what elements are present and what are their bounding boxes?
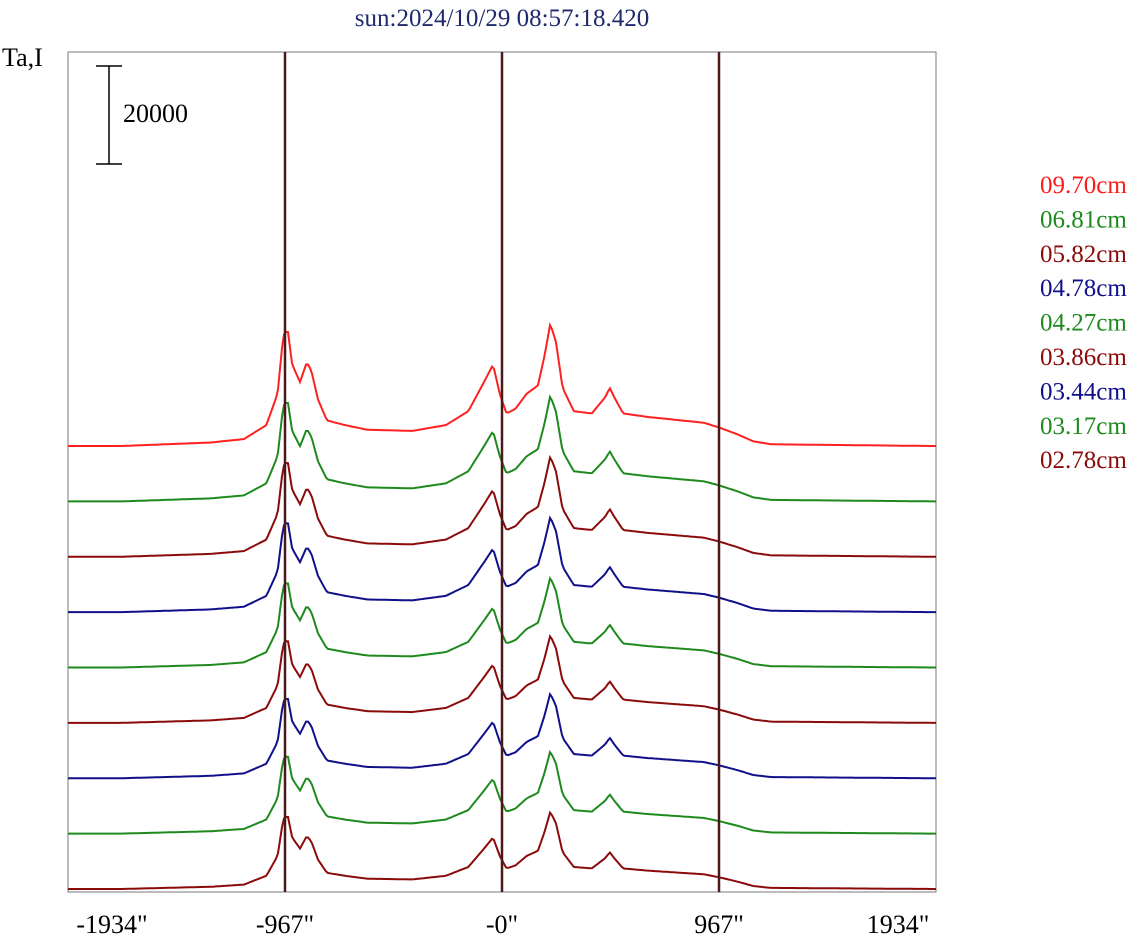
legend-item-03.86cm: 03.86cm bbox=[1040, 344, 1127, 371]
x-tick-label: 967" bbox=[694, 910, 744, 939]
chart-title: sun:2024/10/29 08:57:18.420 bbox=[355, 5, 649, 32]
scale-bar: 20000 bbox=[96, 65, 188, 165]
legend-item-05.82cm: 05.82cm bbox=[1040, 241, 1127, 268]
x-tick-labels: -1934" -967" -0" 967" 1934" bbox=[76, 910, 929, 939]
reference-lines bbox=[283, 52, 721, 892]
legend-item-04.78cm: 04.78cm bbox=[1040, 275, 1127, 302]
legend: 09.70cm 06.81cm 05.82cm 04.78cm 04.27cm 03.86… bbox=[1040, 172, 1127, 474]
legend-item-03.44cm: 03.44cm bbox=[1040, 378, 1127, 405]
x-tick-label: -0" bbox=[486, 910, 518, 939]
x-tick-label: 1934" bbox=[867, 910, 930, 939]
y-axis-label: Ta,I bbox=[2, 43, 43, 72]
legend-item-02.78cm: 02.78cm bbox=[1040, 447, 1127, 474]
x-tick-label: -967" bbox=[256, 910, 314, 939]
x-tick-label: -1934" bbox=[76, 910, 147, 939]
legend-item-06.81cm: 06.81cm bbox=[1040, 206, 1127, 233]
legend-item-09.70cm: 09.70cm bbox=[1040, 172, 1127, 199]
scale-bar-label: 20000 bbox=[123, 99, 188, 128]
legend-item-04.27cm: 04.27cm bbox=[1040, 310, 1127, 337]
legend-item-03.17cm: 03.17cm bbox=[1040, 413, 1127, 440]
